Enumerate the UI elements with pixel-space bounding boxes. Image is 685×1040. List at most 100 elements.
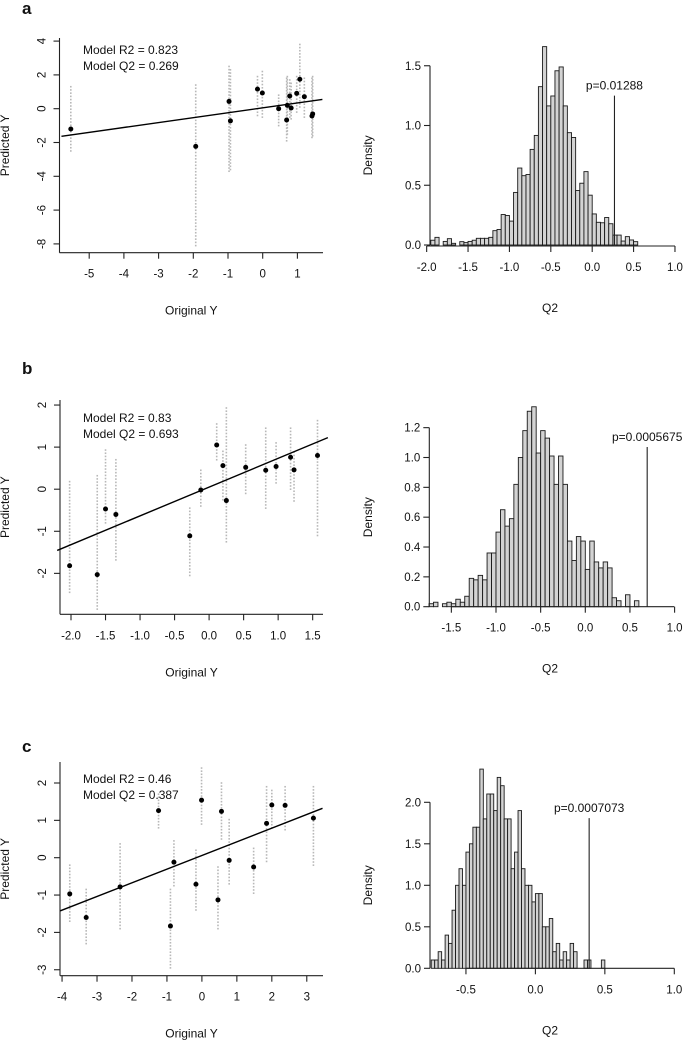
x-tick-label: 1.0 [270,630,286,642]
histogram-bar [625,594,631,608]
cv-prediction-dot [119,882,121,884]
cv-prediction-dot [303,87,306,89]
cv-prediction-dot [194,186,197,189]
histogram-bar [503,818,509,969]
cv-prediction-dot [225,528,228,530]
cv-prediction-dot [256,114,259,117]
cv-prediction-dot [312,801,315,804]
cv-prediction-dot [311,93,313,96]
cv-prediction-dot [312,832,315,835]
cv-prediction-dot [115,552,117,555]
data-point [226,857,232,863]
cv-prediction-dot [119,927,121,930]
cv-prediction-dot [119,911,121,914]
cv-prediction-dot [68,588,71,590]
y-axis-title: Predicted Y [0,476,12,538]
cv-prediction-dot [316,528,319,530]
y-axis-title: Predicted Y [0,114,12,176]
data-point [284,117,290,123]
y-tick-label: 0.6 [404,512,420,524]
cv-prediction-dot [119,869,121,871]
cv-prediction-dot [70,85,72,88]
cv-prediction-dot [85,891,87,894]
cv-prediction-dot [194,235,197,237]
cv-prediction-dot [252,885,255,888]
cv-prediction-dot [244,450,247,453]
histogram-bar [441,959,446,969]
cv-prediction-dot [194,183,197,186]
cv-prediction-dot [289,449,292,452]
cv-prediction-dot [228,125,230,128]
cv-prediction-dot [195,902,197,905]
histogram-bar [569,942,575,969]
y-tick-label: -3 [37,965,49,975]
cv-prediction-dot [286,91,289,94]
cv-prediction-dot [299,84,301,86]
cv-prediction-dot [228,841,230,843]
x-tick-label: -1.5 [441,623,461,635]
cv-prediction-dot [194,106,197,109]
cv-prediction-dot [244,486,247,488]
cv-prediction-dot [68,907,71,910]
cv-prediction-dot [225,429,228,432]
histogram-bar [624,236,630,246]
x-tick-label: 1 [294,269,300,281]
histogram-bar [463,242,469,246]
cv-prediction-dot [115,462,117,464]
cv-prediction-dot [217,885,219,888]
cv-prediction-dot [228,65,230,68]
cv-prediction-dot [244,492,247,495]
cv-prediction-dot [265,785,268,788]
cv-prediction-dot [195,858,197,861]
cv-prediction-dot [96,563,99,566]
cv-prediction-dot [222,476,224,478]
y-tick-label: 2 [37,780,49,786]
cv-prediction-dot [244,447,247,450]
cv-prediction-dot [173,846,175,849]
cv-prediction-dot [275,448,277,451]
cv-prediction-dot [229,85,232,87]
cv-prediction-dot [316,525,319,527]
cv-prediction-dot [303,116,306,118]
cv-prediction-dot [295,82,298,84]
cv-prediction-dot [284,795,286,798]
cv-prediction-dot [169,891,172,894]
cv-prediction-dot [303,100,306,102]
cv-prediction-dot [285,89,288,92]
histogram-bar [491,552,497,608]
cv-prediction-dot [104,496,107,499]
histogram-bar [524,884,529,969]
cv-prediction-dot [217,901,219,904]
histogram-bar [455,884,460,969]
cv-prediction-dot [104,512,107,515]
cv-prediction-dot [244,489,247,491]
cv-prediction-dot [157,802,160,805]
cv-prediction-dot [311,128,314,130]
cv-prediction-dot [169,945,172,947]
data-point [264,820,270,826]
data-point [227,118,233,124]
cv-prediction-dot [173,849,175,852]
cv-prediction-dot [225,518,228,521]
cv-prediction-dot [200,475,202,478]
cv-prediction-dot [252,850,255,853]
cv-prediction-dot [264,446,267,449]
cv-prediction-dot [252,847,255,850]
cv-prediction-dot [115,507,117,510]
cv-prediction-dot [264,449,267,452]
cv-prediction-dot [225,486,228,489]
cv-prediction-dot [261,96,264,99]
histogram-bar [467,240,473,246]
histogram-bar [534,893,540,969]
cv-prediction-dot [265,860,268,863]
cv-prediction-dot [229,110,232,113]
cv-prediction-dot [311,102,314,104]
cv-prediction-dot [68,585,71,587]
histogram-bar [500,214,506,246]
cv-prediction-dot [293,464,295,466]
histogram-bar [542,46,548,246]
cv-prediction-dot [188,555,191,558]
cv-prediction-dot [104,480,107,483]
histogram-bar [517,810,522,969]
